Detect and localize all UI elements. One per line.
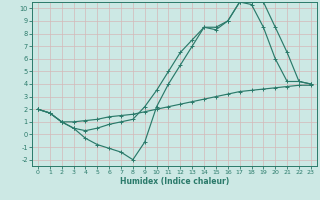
X-axis label: Humidex (Indice chaleur): Humidex (Indice chaleur): [120, 177, 229, 186]
